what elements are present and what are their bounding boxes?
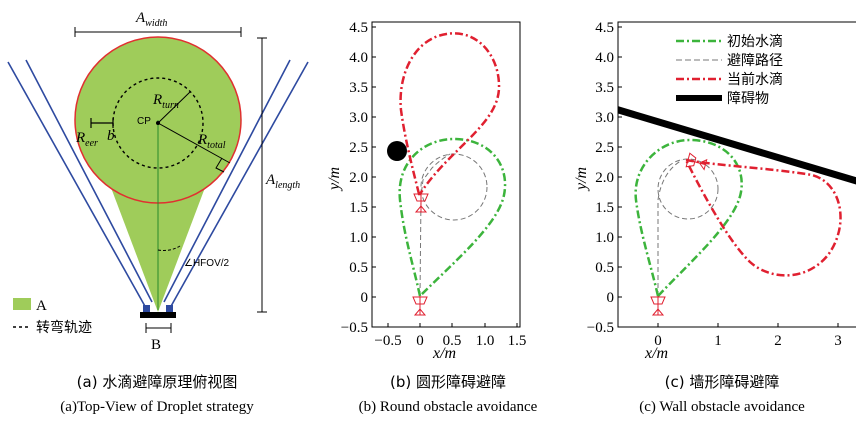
plot-c-ytick-label: 3.5 <box>595 80 614 96</box>
caption-a-cn: (a) 水滴避障原理俯视图 <box>77 373 238 391</box>
plot-c-ytick-label: 4.5 <box>595 20 614 36</box>
plot-b-robot-current <box>413 193 429 213</box>
legend-current-label: 当前水滴 <box>727 71 783 88</box>
label-b-small: b <box>107 128 115 144</box>
plot-c-initial-droplet <box>634 138 743 299</box>
label-r-turn: Rturn <box>152 92 179 111</box>
plot-c-xtick-label: 2 <box>774 333 782 349</box>
plot-b-turn-circle <box>420 153 488 221</box>
plot-c-legend: 初始水滴 避障路径 当前水滴 障碍物 <box>676 33 783 107</box>
r-turn-line <box>157 91 191 124</box>
plot-b-xtick-label: −0.5 <box>374 333 401 349</box>
plot-c-ytick-label: 2.0 <box>595 170 614 186</box>
legend-obstacle-label: 障碍物 <box>727 91 769 107</box>
legend-a-swatch <box>13 298 31 310</box>
plot-b-frame <box>371 21 521 328</box>
r-total-line <box>157 122 231 164</box>
legend-initial-label: 初始水滴 <box>727 33 783 50</box>
plot-b-yticks: −0.5 0 0.5 1.0 1.5 2.0 2.5 3.0 3.5 4.0 4.5 <box>341 20 376 336</box>
label-r-total: Rtotal <box>197 132 226 151</box>
plot-b-xticks: −0.5 0 0.5 1.0 1.5 <box>374 323 526 349</box>
plot-c-frame <box>617 21 856 328</box>
caption-b-en: (b) Round obstacle avoidance <box>359 399 538 415</box>
plot-c-xtick-label: 3 <box>834 333 842 349</box>
plot-c-ytick-label: 1.0 <box>595 230 614 246</box>
plot-b-ytick-label: −0.5 <box>341 320 368 336</box>
plot-c-ytick-label: 1.5 <box>595 200 614 216</box>
plot-b-ytick-label: 4.0 <box>349 50 368 66</box>
plot-b-ytick-label: 0.5 <box>349 260 368 276</box>
wall-obstacle <box>618 106 856 185</box>
plot-b-ytick-label: 2.5 <box>349 140 368 156</box>
plot-b-xtick-label: 0.5 <box>443 333 462 349</box>
legend-turn-label: 转弯轨迹 <box>36 319 92 336</box>
plot-c-ylabel: y/m <box>573 167 590 192</box>
label-cp: CP <box>137 116 151 127</box>
plot-b-ytick-label: 4.5 <box>349 20 368 36</box>
plot-b-ytick-label: 0 <box>361 290 369 306</box>
plot-b-xlabel: x/m <box>432 345 456 362</box>
field-of-view-arms <box>7 59 309 309</box>
vehicle-base <box>140 312 176 318</box>
plot-c-robot-current <box>685 152 708 171</box>
caption-c-en: (c) Wall obstacle avoidance <box>639 399 805 415</box>
caption-b-cn: (b) 圆形障碍避障 <box>390 373 506 391</box>
caption-c-cn: (c) 墙形障碍避障 <box>665 373 780 391</box>
plot-c-ytick-label: 0.5 <box>595 260 614 276</box>
label-a-length: Alength <box>265 172 300 191</box>
plot-b-avoid-path <box>419 153 451 297</box>
plot-c-ytick-label: 2.5 <box>595 140 614 156</box>
plot-c-ytick-label: 3.0 <box>595 110 614 126</box>
plot-b-current-droplet <box>399 32 501 196</box>
plot-b-ytick-label: 2.0 <box>349 170 368 186</box>
label-r-eer: Reer <box>75 130 98 149</box>
label-b-big: B <box>151 337 161 353</box>
camera-left <box>143 305 150 312</box>
plot-c-xtick-label: 1 <box>714 333 722 349</box>
plot-c-ytick-label: 0 <box>607 290 615 306</box>
plot-b-ytick-label: 1.0 <box>349 230 368 246</box>
plot-c-yticks: −0.5 0 0.5 1.0 1.5 2.0 2.5 3.0 3.5 4.0 4.5 <box>587 20 622 336</box>
plot-b-xtick-label: 0 <box>416 333 424 349</box>
camera-right <box>166 305 173 312</box>
panel-c-plot: −0.5 0 0.5 1.0 1.5 2.0 2.5 3.0 3.5 4.0 4.5 0 1 2 3 <box>573 20 856 362</box>
plot-b-ytick-label: 1.5 <box>349 200 368 216</box>
panel-a-diagram: Awidth Alength Rturn Reer b Rtotal CP ∠H… <box>7 10 309 353</box>
plot-c-turn-circle <box>657 158 719 220</box>
plot-c-ytick-label: 4.0 <box>595 50 614 66</box>
label-hfov: ∠HFOV/2 <box>184 258 230 269</box>
plot-c-xtick-label: 0 <box>654 333 662 349</box>
legend-path-label: 避障路径 <box>727 53 783 69</box>
plot-c-current-droplet <box>683 158 842 277</box>
plot-b-ytick-label: 3.0 <box>349 110 368 126</box>
plot-b-xtick-label: 1.0 <box>476 333 495 349</box>
plot-b-initial-droplet <box>398 137 507 299</box>
plot-b-robot-start <box>412 296 428 316</box>
plot-b-ylabel: y/m <box>326 167 343 192</box>
plot-c-xlabel: x/m <box>644 345 668 362</box>
panel-b-plot: −0.5 0 0.5 1.0 1.5 2.0 2.5 3.0 3.5 4.0 4.5 −0.5 0 0.… <box>326 20 526 362</box>
turn-trajectory <box>112 77 204 169</box>
round-obstacle <box>387 141 407 161</box>
caption-a-en: (a)Top-View of Droplet strategy <box>60 399 254 415</box>
plot-c-ytick-label: −0.5 <box>587 320 614 336</box>
plot-b-xtick-label: 1.5 <box>508 333 527 349</box>
plot-c-robot-start <box>650 296 666 316</box>
plot-c-xticks: 0 1 2 3 <box>654 323 842 349</box>
right-angle-mark <box>215 157 225 173</box>
plot-b-ytick-label: 3.5 <box>349 80 368 96</box>
plot-c-avoid-path <box>657 159 683 296</box>
hfov-arc <box>157 245 181 251</box>
label-a-width: Awidth <box>135 10 167 29</box>
legend-a-label: A <box>36 298 47 314</box>
